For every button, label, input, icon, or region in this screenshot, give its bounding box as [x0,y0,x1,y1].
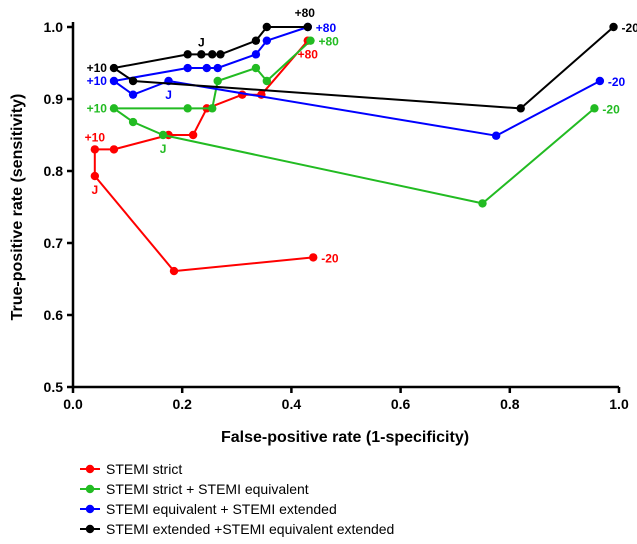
data-point [251,50,261,59]
legend-label: STEMI strict + STEMI equivalent [106,481,309,497]
legend-swatch-marker [85,484,95,494]
y-tick-label: 0.8 [44,163,64,179]
point-annotation: +80 [298,48,319,62]
data-point [251,63,261,73]
y-tick-label: 0.5 [44,379,64,395]
point-annotation: +80 [295,6,316,20]
data-point [128,90,138,99]
y-tick-label: 1.0 [44,19,64,35]
data-point [309,253,318,262]
x-axis-title: False-positive rate (1-specificity) [221,429,469,446]
data-point [183,63,192,73]
series-1 [90,36,318,276]
data-point [169,266,179,276]
point-annotation: J [165,88,172,102]
point-annotation: -20 [608,75,626,89]
data-point [213,76,222,86]
legend-item: STEMI equivalent + STEMI extended [80,501,337,517]
point-annotation: J [160,142,167,156]
data-point [303,22,312,32]
x-tick-label: 0.0 [63,396,83,412]
data-point [595,76,605,86]
point-annotation: +10 [87,74,108,88]
point-annotation: J [91,183,98,197]
data-point [109,104,119,113]
data-point [262,36,272,45]
data-point [109,63,119,73]
x-tick-label: 1.0 [609,396,629,412]
point-annotation: -20 [622,21,637,35]
data-point [208,104,217,113]
data-point [216,50,225,59]
data-point [516,104,525,113]
point-annotation: -20 [321,251,339,265]
point-annotation: +10 [87,101,108,115]
data-point [128,117,138,127]
data-point [262,76,272,86]
data-point [213,63,222,73]
y-tick-label: 0.9 [44,91,64,107]
data-point [478,199,487,208]
legend: STEMI strict STEMI strict + STEMI equival… [80,461,394,537]
point-annotations: -20 J +10 +80 -20 J +10 +80 -20 J +10 +80 -20 J +10 +80 [85,6,637,265]
data-point [109,76,119,86]
legend-item: STEMI extended +STEMI equivalent extende… [80,521,394,537]
x-tick-label: 0.6 [391,396,411,412]
y-tick-label: 0.7 [44,235,64,251]
data-point [590,104,599,113]
data-point [90,145,100,154]
point-annotation: J [198,35,205,49]
legend-swatch-marker [85,464,95,474]
data-point [188,130,198,140]
y-axis-title: True-positive rate (sensitivity) [9,94,26,321]
series-3 [109,22,605,140]
data-point [251,36,261,45]
series-line [112,26,601,137]
legend-label: STEMI equivalent + STEMI extended [106,501,337,517]
plot-series [90,22,618,276]
data-point [197,50,206,59]
data-point [208,50,217,59]
x-tick-label: 0.4 [282,396,302,412]
legend-swatch-marker [85,504,95,514]
legend-swatch-marker [85,524,95,534]
data-point [109,145,119,154]
series-line [93,40,314,273]
point-annotation: +80 [319,35,340,49]
data-point [158,130,168,140]
series-2 [109,36,599,208]
legend-label: STEMI extended +STEMI equivalent extende… [106,521,394,537]
data-point [306,36,315,45]
x-tick-label: 0.8 [500,396,520,412]
data-point [262,22,272,32]
axes: 0.5 0.6 0.7 0.8 0.9 1.0 0.0 0.2 0.4 0.6 0.8 1.0 [44,19,629,412]
legend-item: STEMI strict + STEMI equivalent [80,481,309,497]
data-point [202,63,211,73]
data-point [609,22,618,32]
data-point [90,171,100,181]
point-annotation: -20 [602,102,620,116]
point-annotation: +10 [87,61,108,75]
legend-item: STEMI strict [80,461,182,477]
point-annotation: +80 [316,21,337,35]
data-point [128,76,138,86]
series-4 [109,22,618,113]
y-tick-label: 0.6 [44,307,64,323]
x-tick-label: 0.2 [172,396,192,412]
data-point [491,131,501,140]
point-annotation: +10 [85,130,106,144]
data-point [183,104,192,113]
data-point [183,50,192,59]
legend-label: STEMI strict [106,461,182,477]
